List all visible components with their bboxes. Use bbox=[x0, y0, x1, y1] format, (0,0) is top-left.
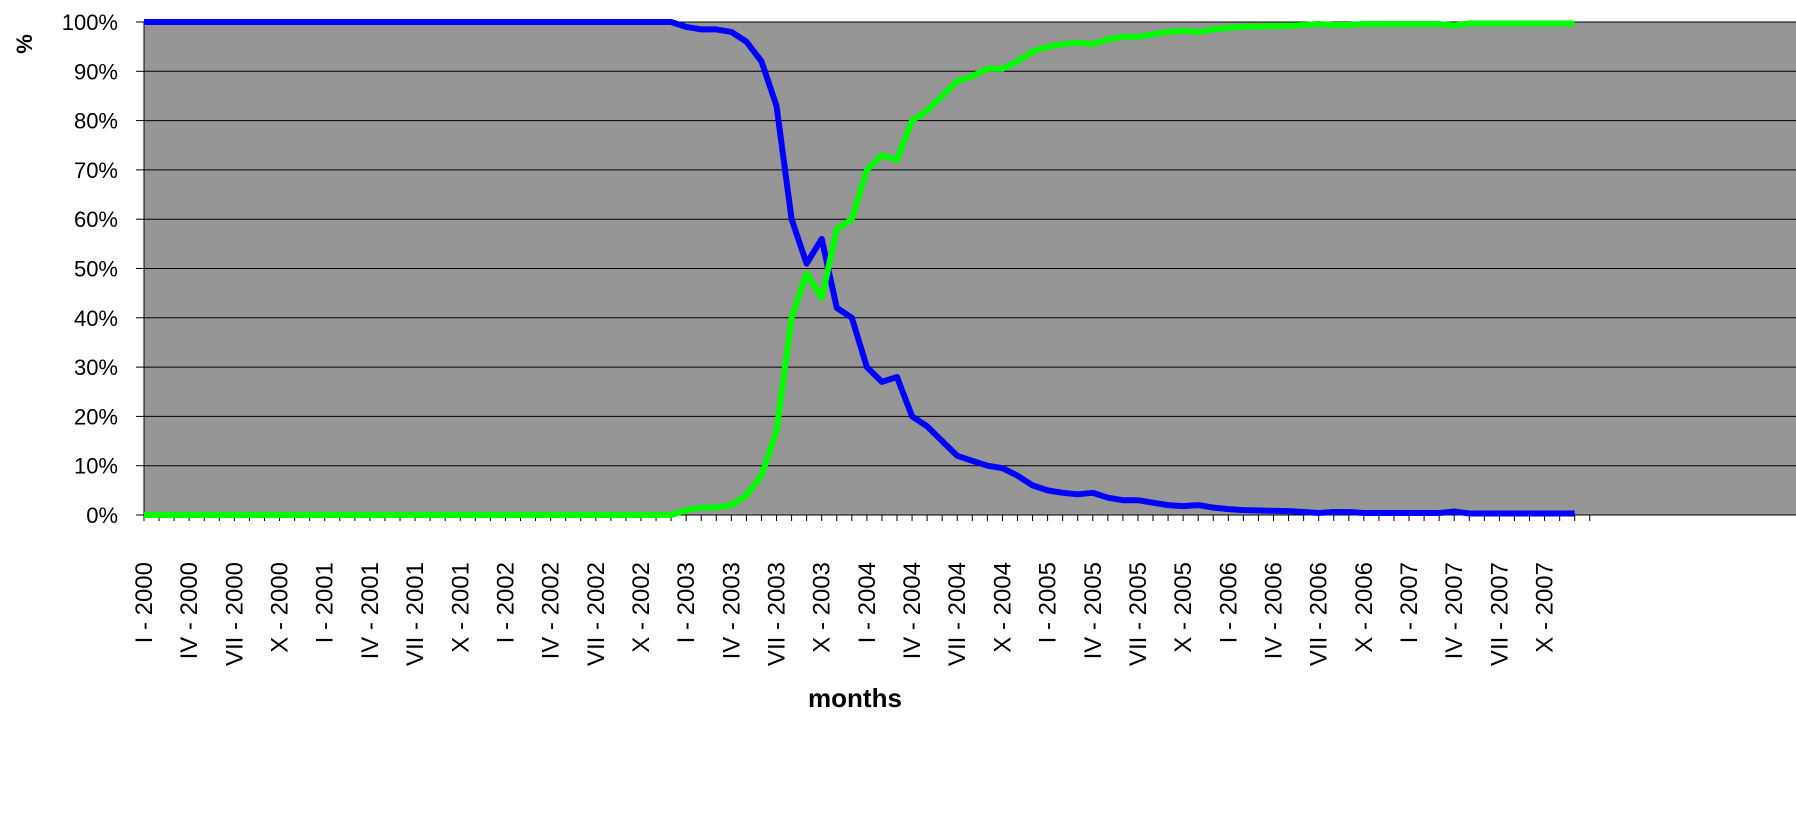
series-layer bbox=[144, 19, 1575, 518]
x-tick-label: VII - 2002 bbox=[583, 562, 610, 666]
y-axis: 0% 10% 20% 30% 40% 50% 60% 70% 80% 90% 100% bbox=[62, 10, 145, 528]
x-tick-label: IV - 2003 bbox=[718, 562, 745, 659]
x-tick-label: VII - 2001 bbox=[402, 562, 429, 666]
x-tick-label: X - 2002 bbox=[628, 562, 655, 653]
x-tick-label: X - 2006 bbox=[1351, 562, 1378, 653]
y-tick-label: 100% bbox=[62, 10, 118, 35]
y-tick-label: 40% bbox=[74, 306, 118, 331]
y-tick-label: 60% bbox=[74, 207, 118, 232]
x-tick-label: I - 2000 bbox=[131, 562, 158, 643]
x-tick-label: VII - 2006 bbox=[1306, 562, 1333, 666]
x-tick-label: I - 2001 bbox=[312, 562, 339, 643]
y-tick-label: 30% bbox=[74, 355, 118, 380]
x-tick-label: IV - 2000 bbox=[176, 562, 203, 659]
x-tick-label: VII - 2000 bbox=[221, 562, 248, 666]
series-line bbox=[144, 20, 1575, 518]
x-tick-label: VII - 2003 bbox=[764, 562, 791, 666]
y-tick-label: 10% bbox=[74, 454, 118, 479]
x-tick-label: IV - 2006 bbox=[1261, 562, 1288, 659]
x-tick-label: X - 2003 bbox=[809, 562, 836, 653]
x-tick-label: X - 2001 bbox=[447, 562, 474, 653]
x-tick-label: IV - 2007 bbox=[1441, 562, 1468, 659]
y-tick-label: 20% bbox=[74, 404, 118, 429]
x-tick-label: IV - 2002 bbox=[538, 562, 565, 659]
x-tick-label: IV - 2005 bbox=[1080, 562, 1107, 659]
x-tick-label: I - 2004 bbox=[854, 562, 881, 643]
x-tick-label: X - 2007 bbox=[1532, 562, 1559, 653]
y-tick-label: 70% bbox=[74, 158, 118, 183]
y-tick-label: 90% bbox=[74, 59, 118, 84]
x-tick-label: I - 2003 bbox=[673, 562, 700, 643]
y-tick-label: 0% bbox=[86, 503, 118, 528]
x-tick-label: VII - 2005 bbox=[1125, 562, 1152, 666]
x-tick-label: X - 2000 bbox=[267, 562, 294, 653]
x-tick-label: VII - 2007 bbox=[1486, 562, 1513, 666]
y-axis-title: % bbox=[12, 34, 37, 54]
x-tick-label: I - 2006 bbox=[1215, 562, 1242, 643]
y-tick-label: 50% bbox=[74, 257, 118, 282]
x-tick-label: I - 2005 bbox=[1035, 562, 1062, 643]
x-tick-label: IV - 2004 bbox=[899, 562, 926, 659]
x-tick-label: I - 2002 bbox=[492, 562, 519, 643]
x-tick-label: I - 2007 bbox=[1396, 562, 1423, 643]
x-tick-label: IV - 2001 bbox=[357, 562, 384, 659]
x-axis: I - 2000 IV - 2000 VII - 2000 X - 2000 I - 2… bbox=[131, 514, 1796, 666]
x-tick-label: VII - 2004 bbox=[944, 562, 971, 666]
series-line bbox=[144, 19, 1575, 517]
x-tick-label: X - 2004 bbox=[989, 562, 1016, 653]
x-axis-title: months bbox=[808, 683, 902, 713]
x-tick-label: X - 2005 bbox=[1170, 562, 1197, 653]
y-tick-label: 80% bbox=[74, 109, 118, 134]
